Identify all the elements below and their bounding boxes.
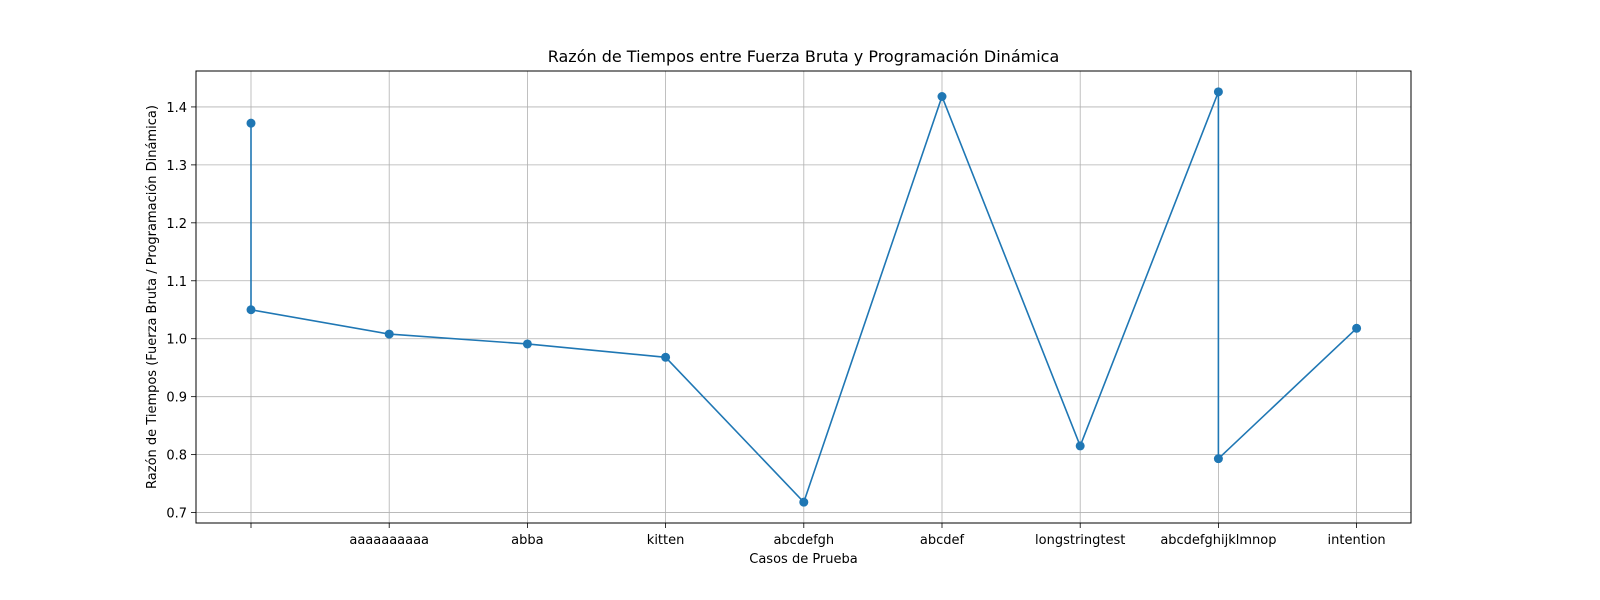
- data-point: [1213, 87, 1223, 97]
- x-tick-label: kitten: [647, 533, 685, 548]
- y-tick-label: 0.8: [166, 449, 187, 464]
- series-markers: [246, 87, 1362, 507]
- y-tick-label: 1.2: [166, 217, 187, 232]
- y-axis-ticks: 0.7 0.8 0.9 1.0 1.1 1.2 1.3 1.4: [166, 101, 196, 522]
- data-point: [246, 118, 256, 128]
- data-point: [1075, 441, 1085, 451]
- chart-title: Razón de Tiempos entre Fuerza Bruta y Pr…: [548, 47, 1060, 66]
- data-point: [661, 352, 671, 362]
- data-point: [937, 91, 947, 101]
- y-tick-label: 1.3: [166, 159, 187, 174]
- x-tick-label: intention: [1328, 533, 1386, 548]
- data-point: [1213, 454, 1223, 464]
- y-tick-label: 1.1: [166, 275, 187, 290]
- data-point: [799, 497, 809, 507]
- y-axis-label: Razón de Tiempos (Fuerza Bruta / Program…: [145, 105, 160, 489]
- y-tick-label: 1.4: [166, 101, 187, 116]
- x-tick-label: longstringtest: [1035, 533, 1125, 548]
- x-axis-label: Casos de Prueba: [749, 552, 857, 567]
- x-tick-label: abcdef: [920, 533, 965, 548]
- data-point: [384, 329, 394, 339]
- y-tick-label: 0.9: [166, 391, 187, 406]
- x-tick-label: aaaaaaaaaa: [349, 533, 429, 548]
- x-tick-label: abcdefghijklmnop: [1160, 533, 1276, 548]
- data-point: [246, 305, 256, 315]
- data-point: [522, 339, 532, 349]
- x-tick-label: abba: [511, 533, 543, 548]
- x-tick-label: abcdefgh: [773, 533, 834, 548]
- y-tick-label: 1.0: [166, 333, 187, 348]
- x-axis-ticks: aaaaaaaaaa abba kitten abcdefgh abcdef longst…: [250, 523, 1386, 548]
- data-point: [1352, 323, 1362, 333]
- y-tick-label: 0.7: [166, 507, 187, 522]
- grid: [196, 71, 1411, 523]
